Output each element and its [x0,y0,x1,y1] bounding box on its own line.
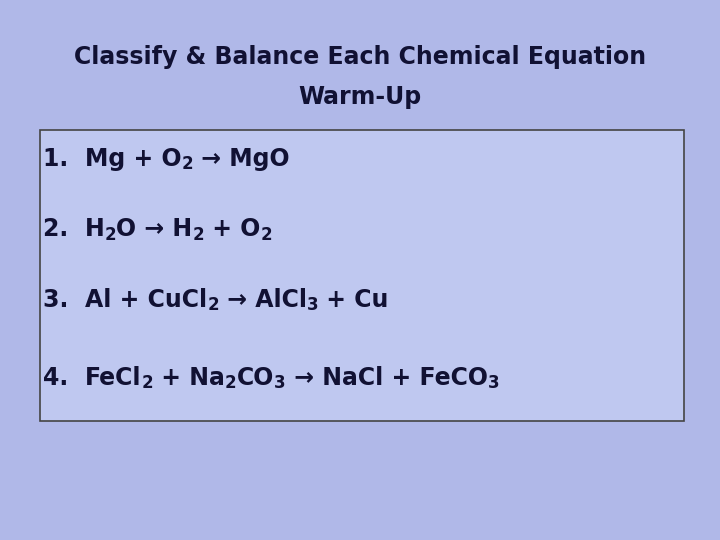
Text: Classify & Balance Each Chemical Equation: Classify & Balance Each Chemical Equatio… [74,45,646,69]
Text: CO: CO [237,366,274,390]
Text: 2: 2 [225,374,237,392]
Text: 2: 2 [181,156,193,173]
Text: + O: + O [204,218,261,241]
Text: Mg + O: Mg + O [85,147,181,171]
Text: 2: 2 [192,226,204,244]
Text: 3: 3 [274,374,286,392]
Text: 2: 2 [207,296,219,314]
Text: 1.: 1. [43,147,85,171]
Text: Warm-Up: Warm-Up [298,85,422,109]
Text: 2: 2 [261,226,272,244]
Text: 2.: 2. [43,218,85,241]
Text: 2: 2 [104,226,117,244]
Text: 2: 2 [141,374,153,392]
Text: + Na: + Na [153,366,225,390]
Text: + Cu: + Cu [318,288,389,312]
Text: → NaCl + FeCO: → NaCl + FeCO [286,366,487,390]
Text: Al + CuCl: Al + CuCl [85,288,207,312]
Text: → MgO: → MgO [193,147,290,171]
Text: H: H [85,218,104,241]
Text: → AlCl: → AlCl [219,288,307,312]
Text: 3: 3 [487,374,499,392]
Text: 3.: 3. [43,288,85,312]
FancyBboxPatch shape [40,130,684,421]
Text: O → H: O → H [117,218,192,241]
Text: 3: 3 [307,296,318,314]
Text: 4.: 4. [43,366,85,390]
Text: FeCl: FeCl [85,366,141,390]
